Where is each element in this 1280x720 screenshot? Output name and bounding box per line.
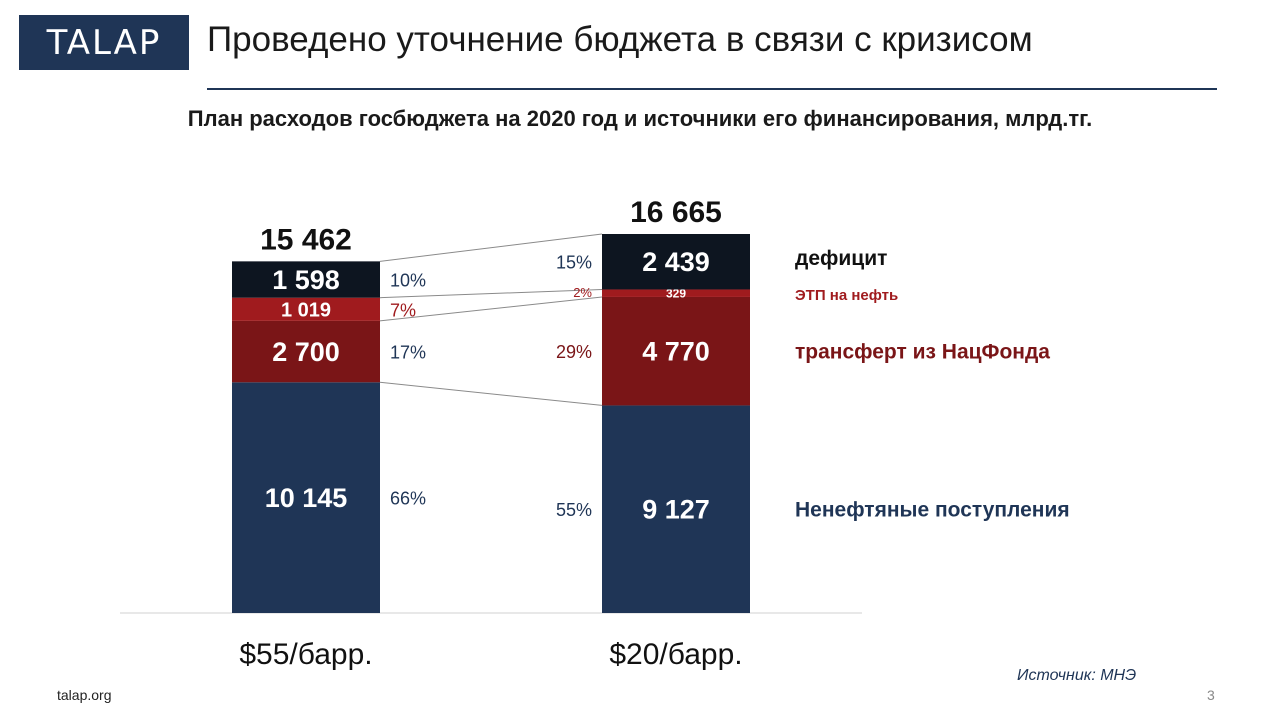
legend-label: трансферт из НацФонда [795,341,1050,364]
legend-label: ЭТП на нефть [795,287,898,304]
share-label: 15% [556,253,592,273]
bar-value-label: 9 127 [642,495,710,525]
total-label: 16 665 [630,196,722,229]
bar-segment [232,320,380,383]
talap-logo: TALAP [19,15,189,70]
share-label: 17% [390,343,426,363]
total-label: 15 462 [260,223,352,256]
share-label: 10% [390,271,426,291]
share-label: 2% [573,285,592,300]
share-label: 55% [556,500,592,520]
legend-label: дефицит [795,247,887,270]
connector-line [379,381,603,406]
bar-value-label: 2 700 [272,337,340,367]
chart-title: План расходов госбюджета на 2020 год и и… [187,106,1093,131]
category-label: $55/барр. [239,638,372,671]
bar-value-label: 2 439 [642,247,710,277]
category-label: $20/барр. [609,638,742,671]
bar-segment [602,234,750,290]
share-label: 29% [556,342,592,362]
connector-line [379,296,603,322]
share-label: 7% [390,300,416,320]
bar-segment [602,405,750,613]
site-url[interactable]: talap.org [57,687,112,703]
legend-label: Ненефтяные поступления [795,499,1070,522]
share-label: 66% [390,489,426,509]
bar-segment [602,296,750,406]
title-divider [207,88,1217,90]
bar-value-label: 1 598 [272,265,340,295]
bar-segment [602,289,750,297]
connector-line [379,233,603,262]
bar-value-label: 4 770 [642,337,710,367]
page-number: 3 [1207,687,1215,703]
bar-value-label: 329 [666,286,686,300]
bar-segment [232,382,380,613]
bar-segment [232,297,380,321]
source-note: Источник: МНЭ [1017,667,1137,684]
bar-segment [232,261,380,298]
connector-line [379,288,603,299]
bar-value-label: 1 019 [281,299,331,321]
bar-value-label: 10 145 [265,483,348,513]
page-title: Проведено уточнение бюджета в связи с кр… [207,20,1033,59]
